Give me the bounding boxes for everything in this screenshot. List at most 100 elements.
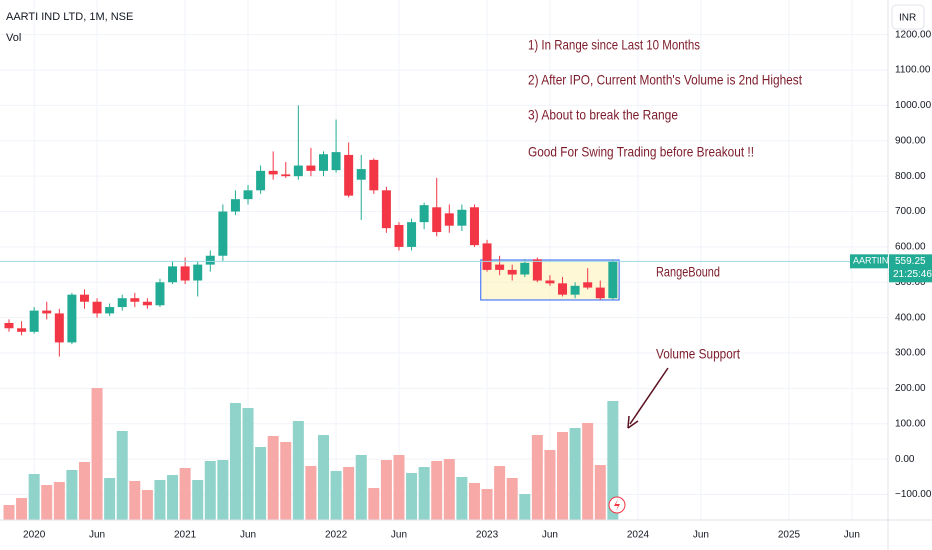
candle-body: [532, 259, 542, 281]
volume-bar: [28, 474, 40, 520]
annotation: Good For Swing Trading before Breakout !…: [528, 144, 754, 160]
candle-body: [558, 283, 568, 295]
volume-bar: [330, 471, 342, 520]
candle-body: [293, 165, 303, 177]
volume-bar: [594, 465, 606, 520]
x-tick-label: 2022: [325, 530, 348, 541]
candle-body: [306, 165, 316, 171]
alert-icon[interactable]: [608, 496, 626, 514]
candle-body: [583, 282, 593, 288]
x-tick-label: 2023: [476, 530, 499, 541]
x-tick-label: Jun: [391, 530, 407, 541]
volume-bar: [41, 485, 53, 520]
candle-body: [344, 154, 354, 196]
arrow: [627, 367, 669, 429]
volume-bar: [78, 462, 90, 520]
volume-bar: [91, 388, 103, 520]
candle-body: [29, 310, 39, 332]
volume-bar: [141, 490, 153, 520]
candle-body: [168, 266, 178, 283]
volume-bar: [468, 483, 480, 520]
volume-bar: [318, 435, 329, 520]
candle-body: [17, 328, 27, 332]
volume-bar: [242, 408, 254, 520]
candle-body: [495, 264, 505, 270]
volume-bar: [343, 467, 355, 520]
candle-body: [419, 205, 429, 223]
symbol-tag-label: AARTIIND: [853, 256, 895, 266]
volume-bar: [569, 428, 581, 520]
volume-bar: [179, 468, 191, 520]
volume-bar: [531, 435, 543, 520]
candle-body: [54, 313, 64, 343]
volume-bar: [456, 477, 468, 520]
volume-bar: [305, 466, 317, 520]
volume-label: Vol: [6, 32, 21, 44]
volume-bar: [129, 481, 141, 520]
y-tick-label: 700.00: [895, 206, 926, 217]
candle-body: [155, 282, 165, 306]
y-tick-label: 600.00: [895, 242, 926, 253]
y-tick-label: 200.00: [895, 383, 926, 394]
y-tick-label: 900.00: [895, 135, 926, 146]
price-tag: [889, 254, 932, 283]
volume-bar: [506, 478, 518, 520]
volume-bar: [355, 455, 367, 520]
candle-body: [243, 190, 253, 200]
candle-body: [130, 298, 140, 302]
volume-bar: [66, 470, 78, 520]
candle-body: [117, 298, 127, 308]
volume-note: Volume Support: [656, 346, 740, 362]
volume-bar: [167, 475, 179, 520]
marks: [3, 105, 620, 520]
candle-body: [457, 209, 467, 226]
countdown-label: 21:25:46: [893, 269, 932, 280]
volume-bar: [3, 505, 15, 520]
candle-body: [105, 307, 115, 314]
volume-bar: [582, 423, 594, 520]
volume-bar: [607, 401, 619, 520]
volume-bar: [192, 480, 204, 520]
x-tick-label: 2025: [778, 530, 801, 541]
candle-body: [444, 213, 454, 226]
volume-bar: [406, 473, 418, 520]
volume-bar: [292, 421, 304, 520]
candle-body: [180, 266, 190, 281]
volume-bar: [393, 455, 405, 520]
volume-bar: [544, 450, 556, 520]
candle-body: [507, 269, 517, 275]
candle-body: [4, 322, 14, 329]
candle-body: [256, 170, 266, 191]
volume-bar: [53, 482, 65, 520]
volume-bar: [557, 432, 569, 520]
candle-body: [608, 261, 618, 299]
y-tick-label: 1100.00: [895, 65, 931, 76]
y-tick-label: −100.00: [895, 489, 932, 500]
x-tick-label: 2024: [627, 530, 650, 541]
candle-body: [407, 222, 417, 247]
y-tick-label: 1200.00: [895, 29, 932, 40]
annotation: 2) After IPO, Current Month's Volume is …: [528, 72, 802, 88]
currency: INR: [899, 13, 916, 24]
y-tick-label: 0.00: [895, 454, 915, 465]
volume-bar: [229, 403, 241, 520]
volume-bar: [431, 461, 443, 520]
candle-body: [67, 294, 77, 343]
candle-body: [545, 280, 555, 284]
candle-body: [356, 169, 366, 180]
candle-body: [218, 211, 228, 256]
volume-bar: [267, 436, 279, 520]
candle-body: [230, 199, 240, 212]
candle-body: [520, 262, 530, 275]
candle-body: [394, 224, 404, 247]
candle-body: [369, 159, 379, 191]
candle-body: [469, 207, 479, 246]
candle-body: [281, 174, 291, 177]
y-tick-label: 400.00: [895, 312, 926, 323]
currency-box[interactable]: [891, 4, 925, 30]
volume-bar: [104, 478, 116, 520]
x-tick-label: Jun: [240, 530, 256, 541]
candle-body: [193, 264, 203, 281]
y-tick-label: 500.00: [895, 277, 926, 288]
